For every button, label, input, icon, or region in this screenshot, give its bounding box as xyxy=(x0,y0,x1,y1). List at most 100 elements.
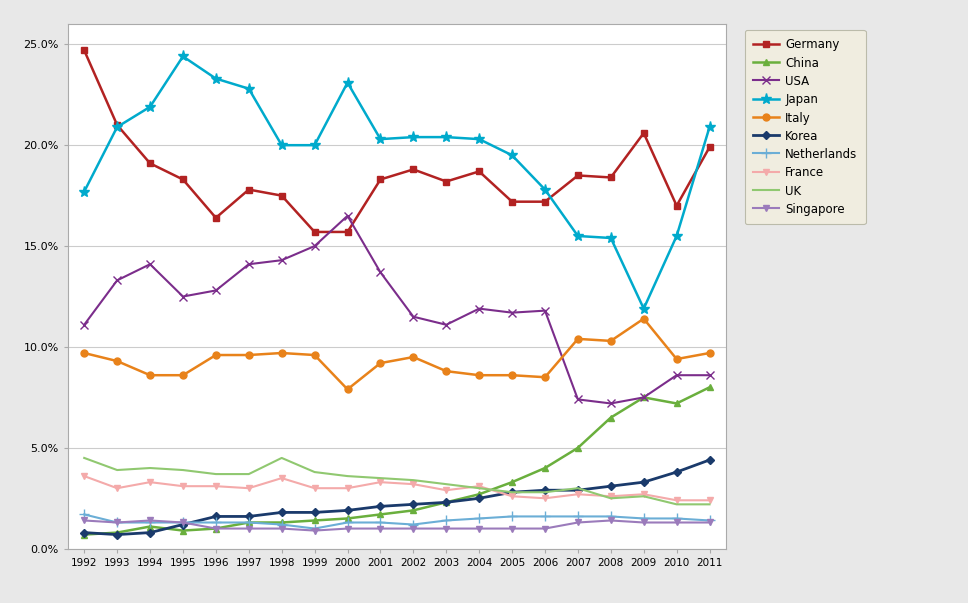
Japan xyxy=(704,124,715,131)
Korea xyxy=(210,513,222,520)
USA xyxy=(210,287,222,294)
Singapore xyxy=(539,525,551,532)
France xyxy=(78,473,90,480)
USA xyxy=(605,400,617,407)
China xyxy=(506,479,518,486)
Japan xyxy=(539,186,551,193)
UK xyxy=(276,454,287,461)
Italy xyxy=(276,349,287,356)
China xyxy=(473,491,485,498)
Legend: Germany, China, USA, Japan, Italy, Korea, Netherlands, France, UK, Singapore: Germany, China, USA, Japan, Italy, Korea… xyxy=(745,30,865,224)
France xyxy=(572,491,584,498)
Netherlands xyxy=(177,519,189,526)
Japan xyxy=(342,79,353,86)
Netherlands xyxy=(704,517,715,524)
France xyxy=(111,485,123,492)
Germany xyxy=(144,160,156,167)
France xyxy=(473,482,485,490)
USA xyxy=(506,309,518,316)
Germany xyxy=(408,166,419,173)
Netherlands xyxy=(375,519,386,526)
Netherlands xyxy=(243,519,255,526)
Netherlands xyxy=(111,519,123,526)
Line: USA: USA xyxy=(80,212,713,408)
China xyxy=(408,507,419,514)
USA xyxy=(375,269,386,276)
China xyxy=(243,519,255,526)
Japan xyxy=(408,133,419,140)
Korea xyxy=(704,456,715,464)
France xyxy=(408,481,419,488)
Singapore xyxy=(671,519,682,526)
UK xyxy=(704,500,715,508)
Korea xyxy=(671,469,682,476)
Netherlands xyxy=(408,521,419,528)
Korea xyxy=(243,513,255,520)
UK xyxy=(342,473,353,480)
Germany xyxy=(539,198,551,205)
Germany xyxy=(342,229,353,236)
Japan xyxy=(177,53,189,60)
France xyxy=(276,475,287,482)
Singapore xyxy=(440,525,452,532)
France xyxy=(506,493,518,500)
Japan xyxy=(309,142,320,149)
Korea xyxy=(375,503,386,510)
Italy xyxy=(375,359,386,367)
Germany xyxy=(309,229,320,236)
Korea xyxy=(539,487,551,494)
Singapore xyxy=(177,519,189,526)
UK xyxy=(210,470,222,478)
UK xyxy=(638,493,650,500)
Korea xyxy=(177,521,189,528)
Germany xyxy=(243,186,255,193)
Japan xyxy=(375,136,386,143)
Japan xyxy=(638,305,650,312)
Italy xyxy=(638,315,650,323)
Germany xyxy=(111,121,123,128)
UK xyxy=(572,485,584,492)
Germany xyxy=(704,144,715,151)
Korea xyxy=(605,482,617,490)
Italy xyxy=(342,386,353,393)
Netherlands xyxy=(638,515,650,522)
Netherlands xyxy=(506,513,518,520)
UK xyxy=(375,475,386,482)
Japan xyxy=(210,75,222,82)
Japan xyxy=(506,152,518,159)
Singapore xyxy=(605,517,617,524)
Netherlands xyxy=(78,511,90,518)
Italy xyxy=(144,371,156,379)
China xyxy=(375,511,386,518)
Germany xyxy=(177,176,189,183)
Italy xyxy=(605,337,617,344)
UK xyxy=(605,494,617,502)
Italy xyxy=(78,349,90,356)
Singapore xyxy=(309,527,320,534)
France xyxy=(440,487,452,494)
China xyxy=(671,400,682,407)
China xyxy=(210,525,222,532)
Singapore xyxy=(144,517,156,524)
Japan xyxy=(111,124,123,131)
UK xyxy=(309,469,320,476)
USA xyxy=(111,277,123,284)
Singapore xyxy=(111,519,123,526)
Korea xyxy=(506,488,518,496)
Korea xyxy=(276,509,287,516)
Netherlands xyxy=(440,517,452,524)
USA xyxy=(473,305,485,312)
Italy xyxy=(210,352,222,359)
Line: Korea: Korea xyxy=(81,457,712,537)
Singapore xyxy=(473,525,485,532)
USA xyxy=(276,257,287,264)
France xyxy=(638,491,650,498)
Korea xyxy=(440,499,452,506)
Germany xyxy=(210,214,222,221)
Netherlands xyxy=(144,519,156,526)
USA xyxy=(704,371,715,379)
UK xyxy=(243,470,255,478)
USA xyxy=(539,307,551,314)
France xyxy=(243,485,255,492)
UK xyxy=(111,467,123,474)
